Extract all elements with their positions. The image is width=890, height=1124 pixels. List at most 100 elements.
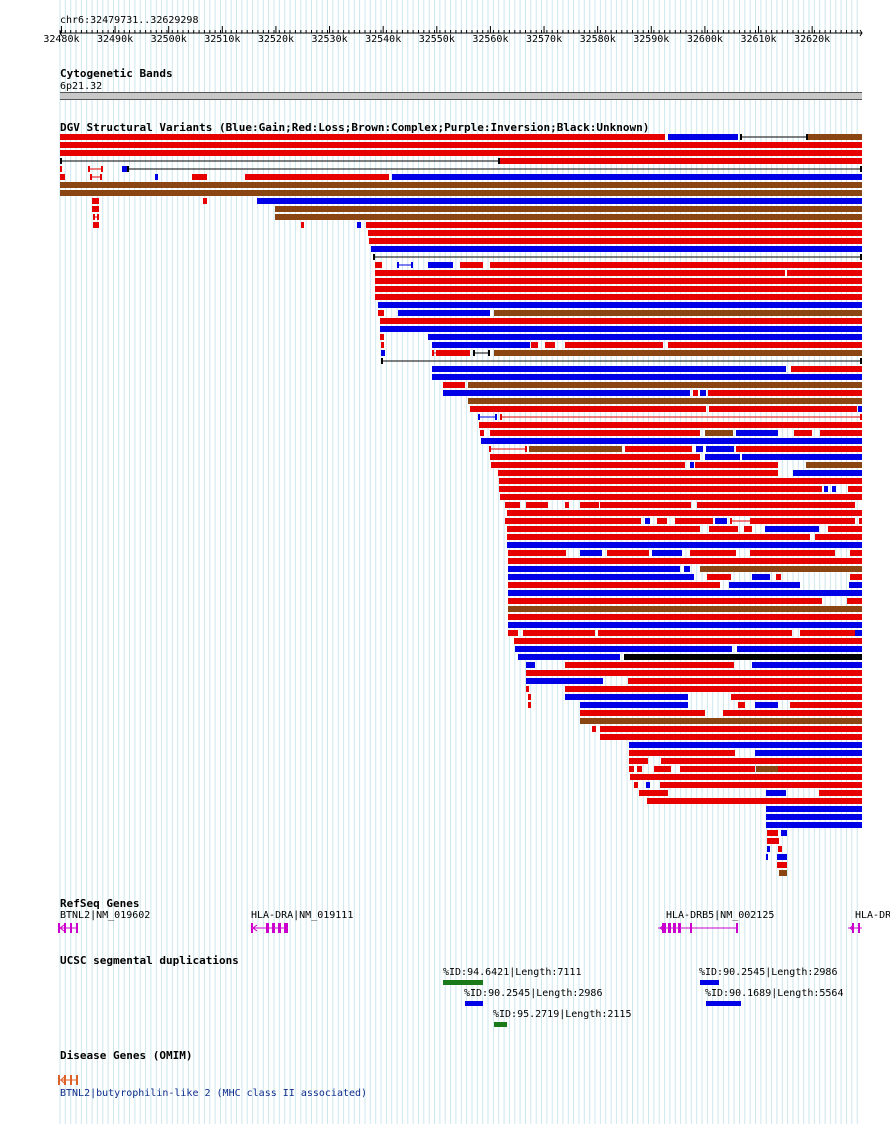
dgv-variant-bar bbox=[629, 750, 735, 756]
segdup-bar bbox=[443, 980, 483, 985]
dgv-variant-bar bbox=[766, 854, 768, 860]
dgv-variant-end bbox=[482, 430, 484, 436]
gene-strand-arrow bbox=[659, 924, 665, 932]
dgv-variant-bar bbox=[526, 662, 535, 668]
segdup-label[interactable]: %ID:90.1689|Length:5564 bbox=[705, 988, 844, 999]
ruler-tick-label: 32490k bbox=[97, 34, 134, 45]
gene-label-hla-dra[interactable]: HLA-DRA|NM_019111 bbox=[251, 910, 354, 921]
dgv-variant-bar bbox=[192, 174, 207, 180]
dgv-variant-bar bbox=[848, 486, 862, 492]
ruler-tick-label: 32560k bbox=[472, 34, 509, 45]
dgv-variant-bar bbox=[781, 830, 787, 836]
dgv-variant-end bbox=[860, 254, 862, 260]
ruler-tick-label: 32570k bbox=[525, 34, 563, 45]
ruler-tick-label: 32480k bbox=[43, 34, 80, 45]
dgv-variant-end bbox=[60, 158, 62, 164]
dgv-variant-bar bbox=[848, 238, 862, 244]
dgv-variant-end bbox=[100, 174, 102, 180]
gene-exon bbox=[284, 923, 288, 933]
gene-exon bbox=[272, 923, 275, 933]
dgv-variant-bar bbox=[357, 222, 361, 228]
dgv-variant-bar bbox=[529, 446, 622, 452]
omim-strand-arrow bbox=[60, 1076, 65, 1084]
dgv-variant-bar bbox=[742, 454, 862, 460]
gene-exon bbox=[662, 923, 666, 933]
ruler-tick-label: 32580k bbox=[579, 34, 616, 45]
dgv-variant-bar bbox=[398, 310, 490, 316]
dgv-variant-bar bbox=[752, 574, 770, 580]
refseq-gene-glyphs[interactable] bbox=[0, 920, 890, 940]
dgv-variant-bar bbox=[494, 310, 862, 316]
dgv-variant-bar bbox=[526, 502, 548, 508]
segdup-label[interactable]: %ID:90.2545|Length:2986 bbox=[464, 988, 603, 999]
dgv-variant-end bbox=[730, 518, 732, 524]
segdup-bar bbox=[700, 980, 719, 985]
dgv-variant-bar bbox=[481, 438, 862, 444]
dgv-variant-bar bbox=[518, 654, 620, 660]
ruler-tick-label: 32540k bbox=[365, 34, 402, 45]
dgv-variant-bar bbox=[507, 510, 862, 516]
dgv-variant-bar bbox=[661, 758, 862, 764]
segdup-label[interactable]: %ID:95.2719|Length:2115 bbox=[493, 1009, 632, 1020]
ruler[interactable] bbox=[0, 0, 890, 50]
gene-label-btnl2[interactable]: BTNL2|NM_019602 bbox=[60, 910, 151, 921]
segdup-label[interactable]: %ID:94.6421|Length:7111 bbox=[443, 967, 582, 978]
dgv-variant-bar bbox=[528, 702, 531, 708]
dgv-variant-bar bbox=[381, 342, 384, 348]
cytoband-bar[interactable] bbox=[60, 92, 862, 100]
dgv-variant-bar bbox=[731, 694, 862, 700]
dgv-variant-bar bbox=[736, 430, 778, 436]
dgv-variant-bar bbox=[378, 302, 862, 308]
dgv-variant-bar bbox=[275, 214, 862, 220]
dgv-variant-bar bbox=[600, 726, 862, 732]
gene-exon bbox=[678, 923, 681, 933]
dgv-variant-bar bbox=[756, 766, 778, 772]
dgv-variant-bar bbox=[598, 630, 792, 636]
dgv-variant-bar bbox=[847, 598, 862, 604]
dgv-variant-bar bbox=[855, 630, 862, 636]
dgv-variant-bar bbox=[793, 470, 862, 476]
dgv-variant-end bbox=[90, 174, 92, 180]
omim-exon bbox=[76, 1075, 78, 1085]
dgv-variant-end bbox=[381, 358, 383, 364]
ruler-arrow-left bbox=[59, 29, 63, 37]
gene-label-hla-dr-partial[interactable]: HLA-DR bbox=[855, 910, 890, 921]
dgv-variant-bar bbox=[375, 270, 785, 276]
dgv-variant-bar bbox=[499, 478, 862, 484]
dgv-variant-bar bbox=[366, 222, 862, 228]
omim-gene-glyph[interactable] bbox=[56, 1073, 96, 1087]
dgv-variant-bar bbox=[392, 174, 862, 180]
dgv-variant-bar bbox=[380, 318, 862, 324]
dgv-variant-end bbox=[806, 134, 808, 140]
gene-strand-arrow bbox=[252, 924, 258, 932]
dgv-variant-bar bbox=[381, 350, 385, 356]
dgv-variant-end bbox=[478, 414, 480, 420]
dgv-variant-bar bbox=[60, 190, 862, 196]
dgv-variant-bar bbox=[508, 606, 862, 612]
dgv-variant-bar bbox=[508, 574, 694, 580]
segdup-bars[interactable] bbox=[0, 975, 890, 1035]
dgv-variant-bar bbox=[443, 390, 690, 396]
dgv-variant-end bbox=[473, 350, 475, 356]
dgv-variant-bar bbox=[767, 846, 770, 852]
dgv-variant-bar bbox=[494, 350, 862, 356]
gene-label-hla-drb5[interactable]: HLA-DRB5|NM_002125 bbox=[666, 910, 775, 921]
dgv-variant-bar bbox=[60, 174, 65, 180]
segdup-label[interactable]: %ID:90.2545|Length:2986 bbox=[699, 967, 838, 978]
dgv-variant-bar bbox=[508, 630, 518, 636]
dgv-variant-bar bbox=[668, 134, 738, 140]
dgv-variant-bar bbox=[531, 342, 538, 348]
omim-gene-label[interactable]: BTNL2|butyrophilin-like 2 (MHC class II … bbox=[60, 1088, 368, 1099]
ruler-tick-label: 32530k bbox=[311, 34, 348, 45]
dgv-variant-end bbox=[740, 134, 742, 140]
dgv-variant-bar bbox=[791, 366, 862, 372]
dgv-variant-end bbox=[97, 214, 99, 220]
dgv-variant-bar bbox=[432, 366, 786, 372]
dgv-variant-bar bbox=[697, 502, 855, 508]
dgv-variant-end bbox=[432, 350, 434, 356]
dgv-variant-bar bbox=[580, 702, 688, 708]
dgv-variant-bar bbox=[301, 222, 304, 228]
dgv-variant-bar bbox=[508, 558, 862, 564]
dgv-variant-bar bbox=[766, 814, 862, 820]
